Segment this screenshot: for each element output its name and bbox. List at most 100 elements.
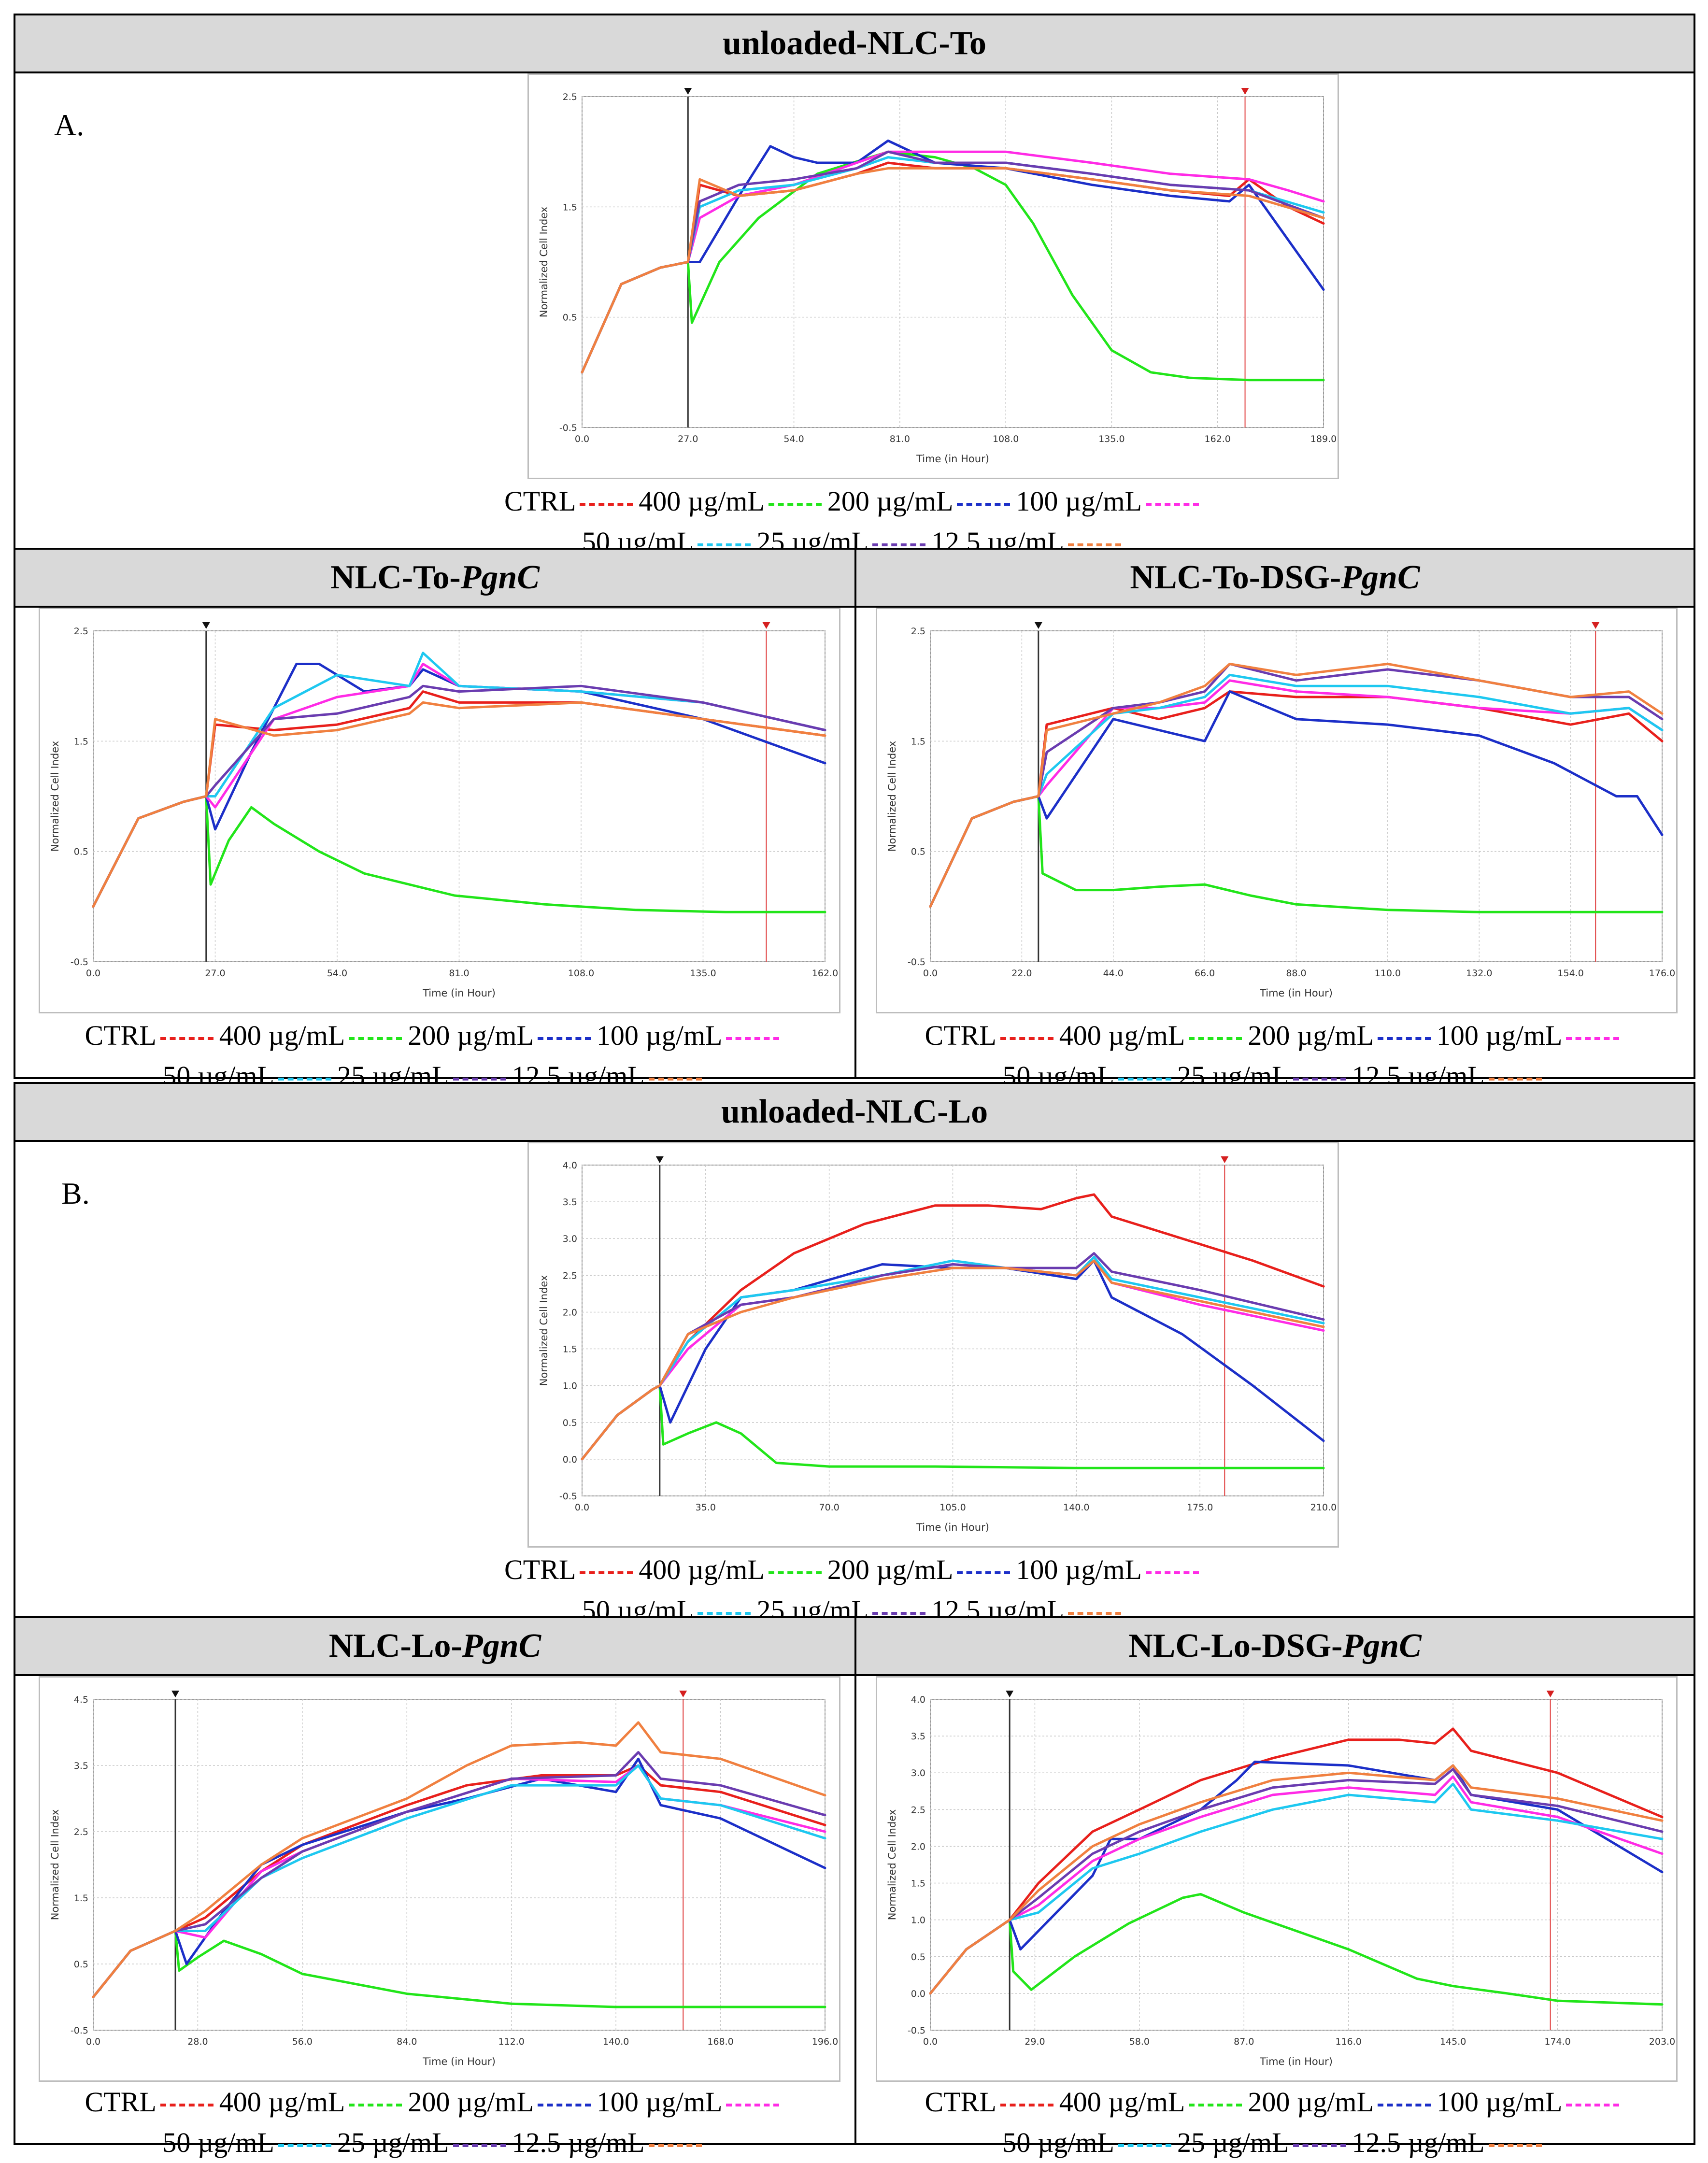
- treatment-marker-arrow: [171, 1691, 180, 1697]
- y-tick-label: 3.5: [74, 1761, 88, 1771]
- chart-box: 0.0 27.0 54.0 81.0 108.0 135.0 162.0 189.0 -0.5 0…: [527, 73, 1339, 479]
- legend-swatch: [1068, 543, 1122, 546]
- x-tick-label: 135.0: [1098, 434, 1124, 444]
- section-nlc-lo-dsg-pgnc: NLC-Lo-DSG- PgnC 0.0 29.0 58.0 87.0 116.0 145.…: [854, 1616, 1695, 2158]
- legend-swatch: [697, 543, 751, 546]
- x-tick-label: 81.0: [890, 434, 910, 444]
- legend-row: CTRL 400 µg/mL 200 µg/mL 100 µg/mL: [15, 481, 1694, 522]
- panel-title: NLC-To-DSG- PgnC: [856, 550, 1694, 608]
- legend-swatch: [1566, 1037, 1620, 1040]
- x-tick-label: 70.0: [819, 1502, 840, 1513]
- y-tick-label: 0.5: [74, 847, 88, 857]
- legend-row: CTRL 400 µg/mL 200 µg/mL 100 µg/mL: [15, 2082, 854, 2122]
- panel-title: NLC-Lo-DSG- PgnC: [856, 1618, 1694, 1676]
- y-tick-label: -0.5: [908, 2025, 925, 2036]
- legend-swatch: [1000, 1037, 1053, 1040]
- legend-swatch: [1377, 1037, 1431, 1040]
- legend-label: CTRL: [504, 485, 576, 517]
- section-a-unloaded-nlc-to: unloaded-NLC-To A. 0.0 27.0 54.0 81.0 108.0 1…: [14, 14, 1695, 557]
- plot-area: [930, 1699, 1663, 2031]
- y-axis-title: Normalized Cell Index: [49, 741, 61, 852]
- x-tick-label: 0.0: [575, 434, 589, 444]
- legend-label: 12.5 µg/mL: [512, 2127, 645, 2158]
- y-tick-label: 2.5: [563, 1270, 577, 1281]
- legend-row: CTRL 400 µg/mL 200 µg/mL 100 µg/mL: [15, 1550, 1694, 1590]
- y-tick-label: 0.5: [74, 1959, 88, 1970]
- x-tick-label: 0.0: [923, 2036, 938, 2047]
- x-tick-label: 81.0: [449, 968, 469, 979]
- series-line: [929, 1893, 1664, 2006]
- y-tick-label: -0.5: [71, 2025, 88, 2036]
- y-tick-label: 2.0: [911, 1841, 925, 1852]
- panel-title: unloaded-NLC-Lo: [15, 1084, 1694, 1142]
- y-tick-label: 3.5: [911, 1731, 925, 1742]
- y-tick-label: 4.0: [911, 1694, 925, 1705]
- legend-row: CTRL 400 µg/mL 200 µg/mL 100 µg/mL: [15, 1015, 854, 1056]
- y-tick-label: 3.0: [911, 1768, 925, 1779]
- legend-label: 12.5 µg/mL: [1352, 2127, 1485, 2158]
- legend-label: 100 µg/mL: [596, 1020, 723, 1051]
- x-tick-label: 132.0: [1466, 968, 1492, 979]
- legend-label: 200 µg/mL: [1248, 2086, 1374, 2118]
- legend-label: 200 µg/mL: [408, 1020, 534, 1051]
- treatment-marker-arrow: [684, 88, 692, 95]
- chart-svg: 0.0 22.0 44.0 66.0 88.0 110.0 132.0 154.0 176.0 -…: [886, 622, 1675, 999]
- x-axis-title: Time (in Hour): [1259, 987, 1333, 999]
- series-line: [929, 1764, 1664, 1995]
- x-tick-label: 35.0: [696, 1502, 716, 1513]
- x-tick-label: 0.0: [575, 1502, 589, 1513]
- legend-row: CTRL 400 µg/mL 200 µg/mL 100 µg/mL: [856, 2082, 1694, 2122]
- x-tick-label: 174.0: [1544, 2036, 1570, 2047]
- y-tick-label: 1.0: [563, 1381, 577, 1392]
- y-tick-label: 0.5: [911, 847, 925, 857]
- panel-title: NLC-Lo- PgnC: [15, 1618, 854, 1676]
- x-axis-title: Time (in Hour): [422, 2056, 496, 2067]
- legend-swatch: [768, 502, 822, 506]
- legend-swatch: [768, 1571, 822, 1574]
- series-line: [92, 701, 826, 908]
- legend-label: 100 µg/mL: [596, 2086, 723, 2118]
- y-tick-label: -0.5: [559, 423, 577, 433]
- x-tick-label: 58.0: [1129, 2036, 1150, 2047]
- end-marker-arrow: [1241, 88, 1249, 95]
- x-tick-label: 210.0: [1310, 1502, 1337, 1513]
- x-tick-label: 28.0: [187, 2036, 208, 2047]
- x-tick-label: 0.0: [923, 968, 938, 979]
- x-tick-label: 54.0: [327, 968, 347, 979]
- x-axis-title: Time (in Hour): [1259, 2056, 1333, 2067]
- legend-label: 200 µg/mL: [408, 2086, 534, 2118]
- x-tick-label: 189.0: [1310, 434, 1337, 444]
- chart-box: 0.0 29.0 58.0 87.0 116.0 145.0 174.0 203.0 -0.5 0…: [876, 1676, 1678, 2082]
- section-nlc-to-pgnc: NLC-To- PgnC 0.0 27.0 54.0 81.0 108.0 135.0 162…: [14, 548, 856, 1092]
- y-tick-label: 4.0: [563, 1160, 577, 1171]
- treatment-marker-arrow: [1006, 1691, 1014, 1697]
- x-tick-label: 22.0: [1011, 968, 1032, 979]
- legend-row: 50 µg/mL 25 µg/mL 12.5 µg/mL: [15, 2122, 854, 2163]
- legend: CTRL 400 µg/mL 200 µg/mL 100 µg/mL 50 µg/mL 2…: [15, 2082, 854, 2163]
- end-marker-arrow: [1221, 1156, 1229, 1163]
- x-tick-label: 116.0: [1336, 2036, 1362, 2047]
- y-tick-label: 3.5: [563, 1197, 577, 1208]
- section-nlc-lo-pgnc: NLC-Lo- PgnC 0.0 28.0 56.0 84.0 112.0 140.0 168…: [14, 1616, 856, 2158]
- legend-swatch: [1488, 2144, 1542, 2147]
- series-line: [581, 167, 1325, 374]
- y-tick-label: 2.5: [74, 626, 88, 637]
- x-tick-label: 168.0: [707, 2036, 733, 2047]
- x-tick-label: 162.0: [1205, 434, 1231, 444]
- y-tick-label: 2.0: [563, 1307, 577, 1318]
- legend-swatch: [580, 1571, 633, 1574]
- legend-swatch: [648, 2144, 702, 2147]
- x-tick-label: 203.0: [1649, 2036, 1675, 2047]
- x-tick-label: 175.0: [1187, 1502, 1213, 1513]
- x-tick-label: 0.0: [86, 968, 100, 979]
- y-tick-label: 1.5: [911, 736, 925, 747]
- legend-swatch: [726, 2103, 780, 2106]
- chart-box: 0.0 22.0 44.0 66.0 88.0 110.0 132.0 154.0 176.0 -…: [876, 608, 1678, 1013]
- legend-row: 50 µg/mL 25 µg/mL 12.5 µg/mL: [856, 2122, 1694, 2163]
- legend-label: CTRL: [925, 1020, 996, 1051]
- legend: CTRL 400 µg/mL 200 µg/mL 100 µg/mL 50 µg/mL 2…: [856, 2082, 1694, 2163]
- end-marker-arrow: [762, 622, 770, 629]
- y-tick-label: 2.5: [911, 626, 925, 637]
- y-tick-label: 3.0: [563, 1234, 577, 1244]
- x-tick-label: 176.0: [1649, 968, 1675, 979]
